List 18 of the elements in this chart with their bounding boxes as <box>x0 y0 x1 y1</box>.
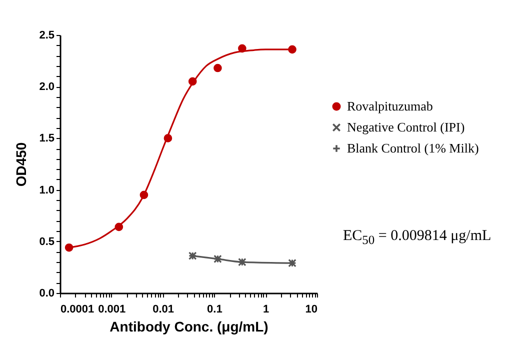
y-tick-label: 2.0 <box>39 81 54 94</box>
y-tick-label: 2.5 <box>39 30 54 42</box>
y-tick-label: 0.5 <box>39 236 54 248</box>
y-tick-label: 1.0 <box>39 184 54 196</box>
x-tick-label: 0.0001 <box>60 304 94 316</box>
legend-label: Blank Control (1% Milk) <box>347 140 479 156</box>
y-axis-title: OD450 <box>13 142 30 187</box>
x-tick-label: 0.001 <box>98 304 126 316</box>
x-tick-label: 0.1 <box>207 304 222 316</box>
x-tick-label: 0.01 <box>152 304 174 316</box>
y-tick-label: 0.0 <box>39 288 54 300</box>
x-tick-label: 1 <box>263 304 270 316</box>
x-tick-label: 10 <box>305 304 318 316</box>
x-axis-title: Antibody Conc. (μg/mL) <box>110 318 268 334</box>
legend-label: Negative Control (IPI) <box>347 120 465 134</box>
y-tick-label: 1.5 <box>39 132 54 145</box>
legend-label: Rovalpituzumab <box>347 98 433 114</box>
text: EC$_{50}$ = 0.009814 μg/mL <box>343 228 492 248</box>
